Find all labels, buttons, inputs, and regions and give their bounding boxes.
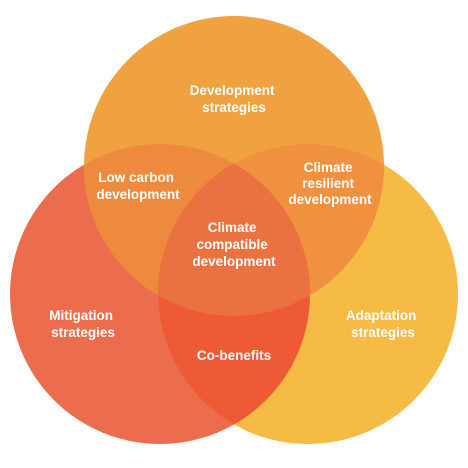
mitigation-strategies-label: Mitigation strategies [49,308,117,340]
climate-compatible-overlap [158,144,310,316]
low-carbon-development-label: Low carbon development [96,170,180,202]
climate-compatible-development-label: Climate compatible development [192,220,276,269]
co-benefits-label: Co-benefits [197,348,271,363]
development-strategies-label: Development strategies [190,83,279,115]
climate-resilient-development-label: Climate resilient development [288,160,372,207]
adaptation-strategies-label: Adaptation strategies [346,308,420,340]
